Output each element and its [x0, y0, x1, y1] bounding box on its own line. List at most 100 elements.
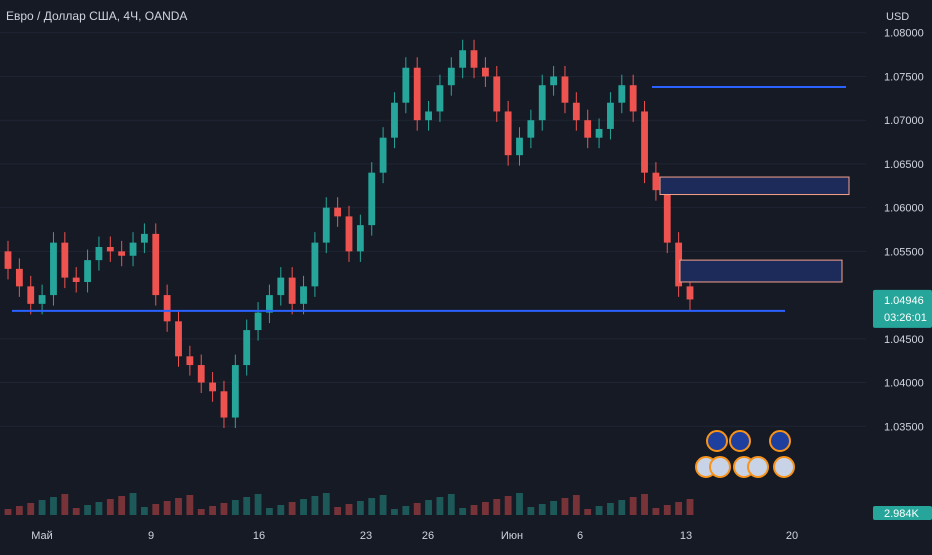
candle-body: [447, 67, 455, 86]
volume-bar: [618, 500, 626, 515]
price-tick-label: 1.07000: [884, 115, 924, 127]
volume-bar: [322, 493, 330, 515]
symbol-title[interactable]: Евро / Доллар США, 4Ч, OANDA: [6, 9, 188, 23]
volume-bar: [663, 505, 671, 515]
volume-bar: [368, 498, 376, 515]
economic-events: [695, 430, 795, 478]
volume-bar: [391, 509, 398, 515]
candle-body: [675, 242, 683, 287]
volume-bar: [197, 509, 205, 515]
volume-bar: [220, 503, 228, 515]
volume-bar: [402, 506, 410, 515]
volume-bar: [106, 499, 114, 515]
candle-body: [584, 120, 592, 138]
price-tick-label: 1.04500: [884, 334, 924, 346]
candle-body: [379, 137, 387, 173]
volume-bar: [493, 499, 501, 515]
candle-body: [345, 216, 353, 252]
candle-body: [516, 137, 523, 156]
volume-bar: [584, 509, 592, 515]
volume-bar: [561, 498, 569, 515]
volume-bar: [686, 499, 694, 515]
candle-body: [425, 111, 432, 121]
price-tick-label: 1.04000: [884, 378, 924, 390]
candle-body: [231, 365, 239, 418]
volume-tag: [873, 506, 932, 520]
volume-bar: [550, 501, 558, 515]
volume-bar: [288, 502, 296, 515]
us-event-icon: [747, 456, 769, 478]
candle-body: [368, 172, 376, 226]
volume-bar: [277, 505, 285, 515]
candle-body: [561, 76, 569, 103]
volume-label: 2.984K: [884, 508, 920, 520]
volume-bar: [61, 494, 69, 515]
candle-body: [504, 111, 512, 156]
price-tick-label: 1.03500: [884, 421, 924, 433]
eu-event-icon: [769, 430, 791, 452]
candle-body: [288, 277, 296, 304]
countdown-label: 03:26:01: [884, 312, 927, 324]
candle-body: [106, 247, 114, 252]
volume-bar: [300, 499, 307, 515]
candle-body: [220, 391, 228, 418]
volume-bar: [436, 497, 444, 515]
candle-body: [61, 242, 69, 278]
candle-body: [197, 365, 205, 383]
volume-bar: [266, 508, 273, 515]
candle-body: [311, 242, 319, 287]
candle-body: [618, 85, 626, 103]
candle-body: [572, 102, 580, 121]
candle-body: [550, 76, 558, 86]
time-tick-label: Май: [31, 530, 53, 542]
volume-bar: [163, 501, 171, 515]
volume-bar: [481, 502, 489, 515]
volume-bar: [4, 509, 12, 515]
volume-bar: [311, 496, 319, 515]
volume-bar: [572, 495, 580, 515]
candle-body: [402, 67, 410, 103]
last-price-tag: [873, 289, 932, 328]
volume-bar: [538, 504, 546, 515]
volume-bar: [50, 497, 57, 515]
candle-body: [175, 321, 182, 357]
grid: [0, 32, 866, 427]
volume-bar: [413, 503, 421, 515]
volume-bar: [209, 506, 217, 515]
volume-bar: [379, 495, 387, 515]
candle-body: [38, 295, 46, 304]
candle-body: [470, 50, 478, 68]
candle-body: [391, 102, 398, 138]
volume-bar: [356, 501, 364, 515]
volume-bar: [175, 498, 182, 515]
time-tick-label: 6: [577, 530, 583, 542]
time-tick-label: 26: [422, 530, 434, 542]
candle-body: [140, 233, 148, 243]
candle-body: [254, 312, 262, 331]
candle-body: [629, 85, 637, 112]
candle-body: [641, 111, 648, 173]
volume-bar: [652, 508, 660, 515]
candle-body: [459, 50, 467, 68]
time-tick-label: Июн: [501, 530, 523, 542]
volume-bars: [4, 493, 694, 515]
time-axis-background: [0, 520, 932, 550]
volume-bar: [72, 508, 80, 515]
candle-body: [163, 295, 171, 322]
volume-bar: [675, 502, 683, 515]
volume-bar: [129, 493, 137, 515]
candle-body: [527, 120, 535, 138]
volume-bar: [345, 504, 353, 515]
time-tick-label: 9: [148, 530, 154, 542]
candle-body: [322, 207, 330, 243]
price-tick-label: 1.05500: [884, 246, 924, 258]
candle-body: [129, 242, 137, 256]
candle-body: [15, 268, 23, 287]
price-tick-label: 1.07500: [884, 71, 924, 83]
volume-bar: [527, 507, 535, 515]
volume-bar: [641, 494, 648, 515]
volume-bar: [607, 503, 614, 515]
candle-body: [652, 172, 660, 191]
